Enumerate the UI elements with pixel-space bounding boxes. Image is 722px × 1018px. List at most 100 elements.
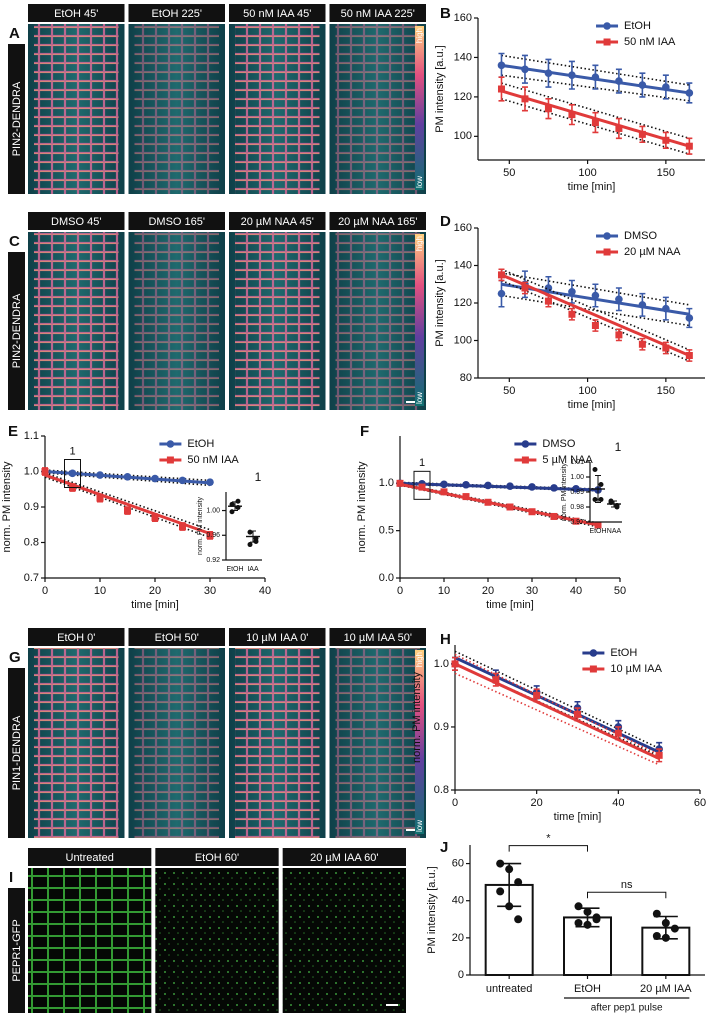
y-axis-label: PM intensity [a.u.] xyxy=(434,259,446,346)
micrograph-cells xyxy=(34,24,119,194)
legend-label: EtOH xyxy=(187,438,214,450)
marker xyxy=(662,136,670,144)
marker xyxy=(451,660,459,668)
sd-bar xyxy=(611,500,617,508)
legend-label: 50 nM IAA xyxy=(624,36,676,48)
data-point xyxy=(505,902,514,911)
marker xyxy=(638,81,647,89)
data-point xyxy=(652,909,661,918)
marker xyxy=(206,478,214,486)
data-point xyxy=(574,902,583,911)
data-point xyxy=(592,915,601,924)
x-tick-label: EtOH xyxy=(574,983,601,995)
colorbar xyxy=(415,234,424,406)
data-point xyxy=(496,887,505,896)
annotation-box xyxy=(64,459,81,488)
x-tick-label: IAA xyxy=(247,566,259,573)
image-header: 50 nM IAA 45' xyxy=(243,8,311,20)
x-tick-label: 150 xyxy=(657,385,675,397)
data-point xyxy=(592,497,598,502)
legend-label: 5 µM NAA xyxy=(542,454,593,466)
annotation-label: 1 xyxy=(69,445,75,457)
legend-marker xyxy=(603,232,611,240)
side-label-bar xyxy=(8,668,25,838)
x-axis-label: time [min] xyxy=(554,811,602,823)
marker xyxy=(440,488,448,496)
x-tick-label: 100 xyxy=(578,167,596,179)
image-header-bg xyxy=(128,4,225,22)
legend-marker xyxy=(603,248,611,256)
micrograph-cells xyxy=(235,648,320,838)
x-tick-label: 100 xyxy=(578,385,596,397)
marker xyxy=(591,119,599,127)
x-tick-label: 40 xyxy=(259,585,271,597)
annotation-label: 1 xyxy=(419,457,425,469)
marker xyxy=(615,331,623,339)
x-tick-label: EtOH xyxy=(226,566,243,573)
x-axis-label: time [min] xyxy=(568,399,616,411)
y-axis-label: norm. PM intensity xyxy=(561,463,568,521)
x-tick-label: untreated xyxy=(486,983,532,995)
x-tick-label: 50 xyxy=(503,167,515,179)
y-tick-label: 120 xyxy=(454,91,472,103)
legend-marker xyxy=(521,456,529,464)
fit-line xyxy=(454,662,660,760)
legend-label: 10 µM IAA xyxy=(610,663,662,675)
inset-title: 1 xyxy=(615,440,622,454)
data-point xyxy=(574,919,583,927)
legend-marker xyxy=(589,665,597,673)
fit-line xyxy=(399,481,599,492)
marker xyxy=(591,291,600,300)
x-tick-label: 0 xyxy=(42,585,48,597)
significance-bracket xyxy=(508,845,588,852)
marker xyxy=(151,474,159,483)
marker xyxy=(550,484,558,492)
marker xyxy=(68,469,77,478)
marker xyxy=(206,531,214,539)
micrograph-cells xyxy=(335,232,420,410)
micrograph-cells xyxy=(335,648,420,838)
marker xyxy=(124,507,131,515)
colorbar-label: high xyxy=(415,28,424,43)
marker xyxy=(662,304,670,313)
micrograph-cells xyxy=(335,24,420,194)
x-tick-label: 0 xyxy=(452,797,458,809)
y-tick-label: 20 xyxy=(452,932,464,944)
data-point xyxy=(583,907,592,916)
image-header-bg xyxy=(28,212,125,230)
marker xyxy=(440,480,448,489)
y-tick-label: 0 xyxy=(458,969,464,981)
marker xyxy=(591,322,599,329)
y-tick-label: 140 xyxy=(454,259,472,271)
group-label: after pep1 pulse xyxy=(591,1003,663,1014)
data-point xyxy=(247,542,253,548)
y-tick-label: 0.99 xyxy=(570,489,584,496)
panel-letter: C xyxy=(9,233,20,250)
x-tick-label: 20 µM IAA xyxy=(640,983,692,995)
marker xyxy=(685,352,693,359)
image-header-bg xyxy=(229,4,326,22)
y-tick-label: 0.9 xyxy=(434,721,449,733)
marker xyxy=(151,514,159,522)
data-point xyxy=(598,482,604,487)
y-tick-label: 1.0 xyxy=(434,658,449,670)
data-point xyxy=(652,932,661,940)
marker xyxy=(96,494,104,502)
data-point xyxy=(661,933,670,942)
marker xyxy=(572,485,580,493)
marker xyxy=(179,523,186,531)
y-tick-label: 80 xyxy=(460,372,472,384)
colorbar-label: low xyxy=(415,392,424,404)
side-label: PIN2-DENDRA xyxy=(11,81,23,156)
image-header-bg xyxy=(229,212,326,230)
y-tick-label: 0.8 xyxy=(24,536,39,548)
confidence-band xyxy=(44,472,211,531)
marker xyxy=(418,483,426,491)
micrograph-cells xyxy=(235,24,320,194)
marker xyxy=(497,61,506,70)
confidence-band xyxy=(501,98,690,155)
y-tick-label: 1.00 xyxy=(206,507,220,514)
legend-label: DMSO xyxy=(542,438,575,450)
legend-marker xyxy=(166,456,174,464)
y-tick-label: 160 xyxy=(454,222,472,234)
